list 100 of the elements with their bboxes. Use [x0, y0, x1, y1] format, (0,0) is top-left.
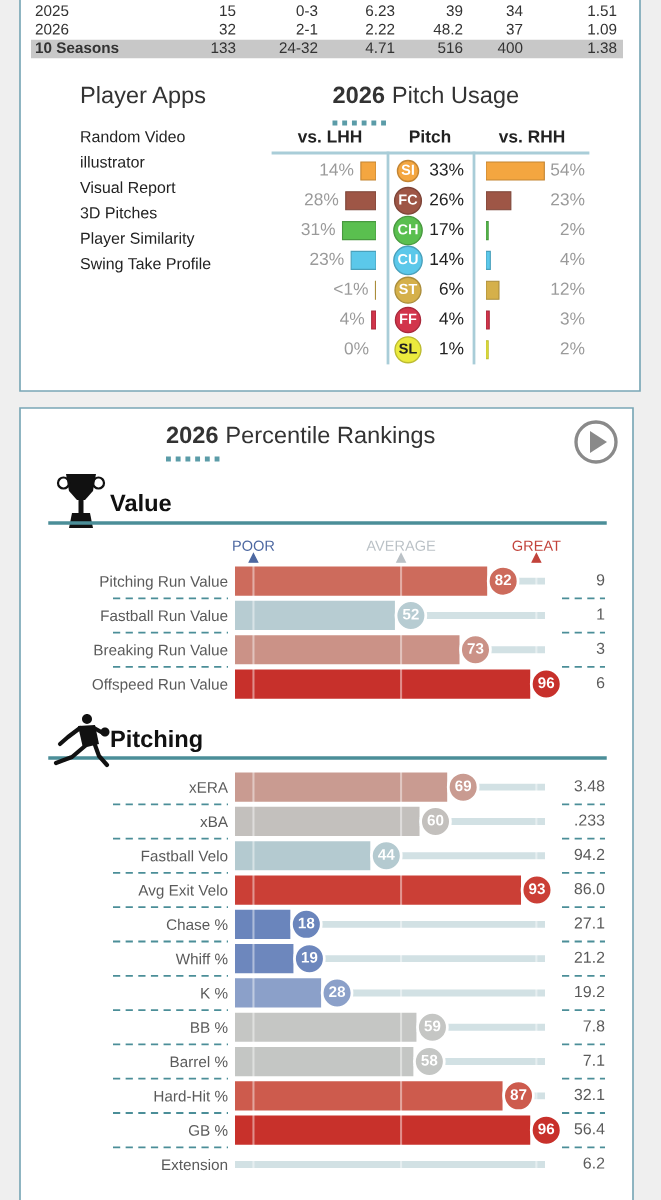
chart-subtitle: vs. LHH	[297, 130, 362, 143]
y-tick-label: xERA	[189, 782, 229, 793]
category-label: 2026	[35, 23, 69, 35]
chart-title: Pitching	[111, 729, 202, 753]
text: 4%	[439, 312, 464, 325]
data-label: 12%	[551, 282, 585, 295]
text: Random Video	[81, 130, 185, 143]
y2-tick-label: 86.0	[574, 883, 605, 895]
data-label: 18	[298, 917, 315, 929]
text: 32	[219, 23, 236, 35]
text: Pitch	[409, 129, 451, 143]
chart-title: 2026 Percentile Rankings	[166, 425, 435, 449]
text: 133	[211, 42, 236, 54]
data-label: 73	[467, 643, 484, 654]
y-tick-label: Pitching Run Value	[100, 575, 228, 590]
data-label: 2%	[560, 342, 585, 355]
y2-tick-label: 19.2	[575, 985, 605, 998]
data-label: 60	[427, 814, 444, 826]
data-label: 52	[402, 608, 419, 620]
text: 24-32	[279, 42, 318, 54]
ref-line-label: GREAT	[512, 540, 561, 551]
text: 26%	[430, 193, 464, 206]
data-label: 28	[329, 986, 346, 998]
text: 2.22	[366, 23, 395, 35]
y-tick-label: Extension	[162, 1158, 228, 1171]
data-label: 82	[495, 574, 512, 586]
y2-tick-label: 94.2	[574, 848, 605, 861]
y2-tick-label: .233	[575, 814, 605, 826]
text: Player Similarity	[81, 232, 195, 248]
category-label: FF	[400, 313, 417, 324]
text: 3D Pitches	[80, 206, 157, 219]
text: 1.38	[588, 42, 617, 54]
y2-tick-label: 21.2	[574, 951, 605, 963]
text: 6.23	[366, 5, 395, 17]
text: Visual Report	[80, 181, 176, 197]
data-label: 59	[424, 1020, 441, 1032]
text: 15	[220, 5, 236, 17]
category-label: SL	[399, 343, 417, 354]
data-label: 4%	[560, 252, 585, 265]
y2-tick-label: 7.1	[583, 1054, 605, 1066]
y2-tick-label: 27.1	[574, 917, 605, 929]
data-label: 4%	[340, 312, 365, 325]
text: 400	[497, 42, 523, 54]
text: 0-3	[296, 5, 318, 17]
data-label: 23%	[551, 193, 585, 206]
y2-tick-label: 56.4	[574, 1123, 605, 1135]
y-tick-label: GB %	[188, 1125, 228, 1136]
category-label: CH	[398, 224, 418, 235]
text: 4.71	[365, 42, 395, 53]
category-label: 2025	[35, 5, 69, 17]
data-label: 54%	[550, 163, 585, 176]
data-label: 14%	[320, 163, 354, 176]
y-tick-label: Barrel %	[170, 1056, 228, 1068]
data-label: 0%	[344, 342, 369, 355]
y-tick-label: Offspeed Run Value	[92, 678, 228, 693]
ref-line-label: AVERAGE	[366, 540, 436, 551]
data-label: 23%	[310, 252, 344, 266]
y-tick-label: BB %	[191, 1022, 228, 1033]
data-label: 93	[529, 883, 545, 895]
category-label: 10 Seasons	[35, 42, 119, 54]
data-label: 19	[301, 951, 318, 963]
text: 1.09	[588, 23, 617, 35]
y-tick-label: Breaking Run Value	[94, 644, 228, 659]
y-tick-label: Fastball Run Value	[101, 609, 228, 622]
text: 17%	[430, 223, 464, 236]
text: 39	[446, 5, 463, 17]
chart-title: vs. RHH	[498, 130, 565, 143]
y-tick-label: Chase %	[166, 918, 228, 931]
y-tick-label: Whiff %	[175, 953, 228, 965]
y-tick-label: xBA	[200, 816, 229, 827]
data-label: 69	[455, 780, 472, 792]
y2-tick-label: 7.8	[583, 1020, 605, 1032]
y-tick-label: Avg Exit Velo	[138, 884, 228, 899]
category-label: SI	[401, 164, 414, 175]
text: 2-1	[296, 23, 318, 35]
data-label: <1%	[334, 282, 368, 295]
y2-tick-label: 3.48	[574, 780, 605, 792]
y-tick-label: Fastball Velo	[141, 850, 228, 862]
y2-tick-label: 9	[596, 574, 605, 586]
text: 33%	[429, 163, 464, 176]
text: 37	[506, 23, 523, 35]
text: Swing Take Profile	[80, 257, 211, 273]
text: 1%	[440, 342, 464, 355]
data-label: 31%	[301, 222, 335, 236]
category-label: FC	[399, 194, 418, 205]
text: Player Apps	[81, 86, 206, 109]
data-label: 44	[378, 849, 395, 860]
text: 516	[438, 42, 463, 54]
y-tick-label: K %	[201, 987, 228, 999]
data-label: 87	[510, 1089, 527, 1100]
text: 2026 Pitch Usage	[333, 86, 519, 109]
ref-line-label: POOR	[233, 540, 275, 551]
text: 1.51	[588, 5, 617, 17]
data-label: 96	[538, 1123, 555, 1135]
chart-subtitle: Value	[110, 493, 171, 512]
data-label: 2%	[560, 222, 585, 236]
data-label: 58	[421, 1054, 438, 1066]
data-label: 28%	[304, 193, 339, 206]
text: 6%	[439, 282, 464, 295]
text: 48.2	[433, 23, 463, 35]
